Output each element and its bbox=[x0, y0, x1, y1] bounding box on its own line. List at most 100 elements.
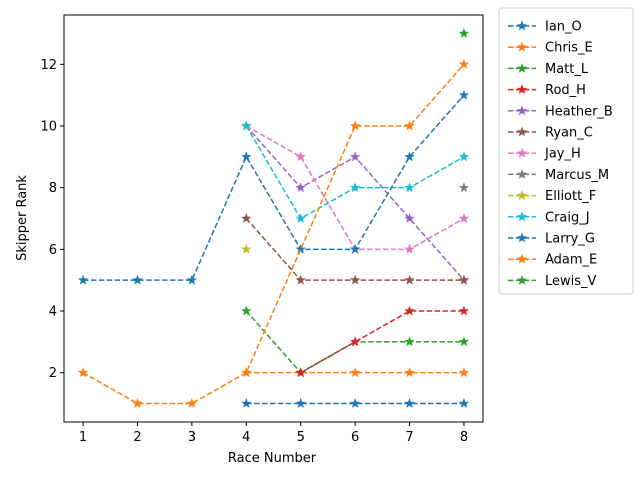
x-axis-label: Race Number bbox=[228, 451, 317, 466]
y-tick-label: 4 bbox=[49, 305, 57, 320]
legend-item-chris-e: Chris_E bbox=[508, 41, 593, 56]
data-point bbox=[241, 305, 252, 316]
series-line bbox=[300, 310, 464, 374]
y-tick-label: 6 bbox=[49, 243, 57, 258]
data-point bbox=[186, 274, 198, 285]
data-point bbox=[295, 243, 306, 254]
legend-label: Ian_O bbox=[545, 20, 582, 35]
legend-label: Craig_J bbox=[545, 210, 590, 225]
legend-item-ian-o: Ian_O bbox=[508, 20, 582, 35]
data-point bbox=[349, 336, 361, 347]
legend-item-jay-h: Jay_H bbox=[508, 147, 581, 162]
series-line bbox=[245, 125, 465, 281]
data-point bbox=[404, 151, 415, 162]
data-point bbox=[458, 58, 470, 69]
data-point bbox=[132, 398, 143, 408]
series-line bbox=[83, 94, 465, 281]
legend-marker bbox=[516, 41, 528, 52]
series-lewis-v bbox=[458, 28, 470, 38]
series-ryan-c bbox=[241, 213, 470, 285]
data-point bbox=[404, 213, 415, 223]
y-tick-label: 10 bbox=[40, 120, 57, 135]
series-line bbox=[245, 125, 465, 220]
data-point bbox=[404, 120, 415, 131]
data-point bbox=[241, 367, 252, 378]
legend-marker bbox=[516, 20, 528, 31]
legend-marker bbox=[516, 232, 528, 243]
data-point bbox=[349, 182, 361, 193]
data-point bbox=[458, 151, 470, 162]
axes-layer bbox=[63, 14, 484, 423]
data-point bbox=[349, 151, 361, 162]
data-point bbox=[241, 243, 252, 254]
data-point bbox=[404, 398, 415, 408]
data-point bbox=[295, 182, 306, 193]
legend-frame bbox=[498, 7, 634, 295]
legend-item-larry-g: Larry_G bbox=[508, 232, 595, 247]
legend-marker bbox=[516, 147, 528, 158]
x-tick-label: 6 bbox=[351, 430, 359, 445]
data-point bbox=[458, 367, 470, 378]
data-point bbox=[404, 182, 415, 193]
y-tick-label: 8 bbox=[49, 181, 57, 196]
legend-item-heather-b: Heather_B bbox=[508, 104, 613, 119]
y-tick-label: 12 bbox=[40, 58, 57, 73]
legend-label: Ryan_C bbox=[545, 126, 593, 141]
legend-item-elliott-f: Elliott_F bbox=[508, 189, 596, 204]
data-point bbox=[132, 274, 143, 285]
data-point bbox=[349, 243, 361, 254]
data-point bbox=[241, 151, 252, 162]
data-point bbox=[295, 213, 306, 223]
data-point bbox=[404, 367, 415, 378]
series-marcus-m bbox=[458, 182, 470, 193]
data-point bbox=[458, 213, 470, 223]
series-ian-o bbox=[241, 398, 470, 408]
data-point bbox=[77, 367, 89, 378]
x-tick-label: 7 bbox=[405, 430, 413, 445]
x-tick-label: 5 bbox=[297, 430, 305, 445]
data-point bbox=[349, 274, 361, 285]
legend-marker bbox=[516, 84, 528, 95]
data-point bbox=[404, 274, 415, 285]
legend-marker bbox=[516, 62, 528, 73]
data-point bbox=[295, 151, 306, 162]
x-tick-label: 4 bbox=[242, 430, 250, 445]
series-larry-g bbox=[77, 89, 470, 285]
data-point bbox=[241, 120, 252, 131]
legend: Ian_O Chris_E Matt_L Rod_H Heather_B Ryan_C Ja… bbox=[498, 7, 634, 295]
data-point bbox=[404, 243, 415, 254]
legend-marker bbox=[516, 274, 528, 285]
series-adam-e bbox=[77, 58, 470, 408]
data-point bbox=[241, 213, 252, 223]
series-elliott-f bbox=[241, 243, 252, 254]
series-layer bbox=[77, 28, 470, 408]
legend-label: Larry_G bbox=[545, 232, 595, 247]
series-heather-b bbox=[241, 120, 470, 285]
data-point bbox=[349, 367, 361, 378]
data-point bbox=[458, 89, 470, 100]
data-point bbox=[349, 398, 361, 408]
legend-item-adam-e: Adam_E bbox=[508, 253, 597, 268]
x-tick-label: 1 bbox=[79, 430, 87, 445]
data-point bbox=[186, 398, 198, 408]
data-point bbox=[404, 305, 415, 316]
legend-item-rod-h: Rod_H bbox=[508, 83, 586, 98]
legend-label: Jay_H bbox=[544, 147, 581, 162]
y-axis-ticks: 2 4 6 8 10 12 bbox=[40, 58, 64, 381]
legend-marker bbox=[516, 168, 528, 179]
x-tick-label: 8 bbox=[460, 430, 468, 445]
legend-item-marcus-m: Marcus_M bbox=[508, 168, 609, 183]
series-rod-h bbox=[295, 305, 470, 378]
data-point bbox=[458, 274, 470, 285]
y-tick-label: 2 bbox=[49, 366, 57, 381]
series-chris-e bbox=[241, 367, 470, 378]
data-point bbox=[458, 28, 470, 38]
legend-label: Rod_H bbox=[545, 83, 586, 98]
legend-marker bbox=[516, 211, 528, 222]
legend-item-ryan-c: Ryan_C bbox=[508, 126, 593, 141]
legend-label: Heather_B bbox=[545, 104, 613, 119]
legend-marker bbox=[516, 105, 528, 116]
data-point bbox=[458, 305, 470, 316]
data-point bbox=[77, 274, 89, 285]
